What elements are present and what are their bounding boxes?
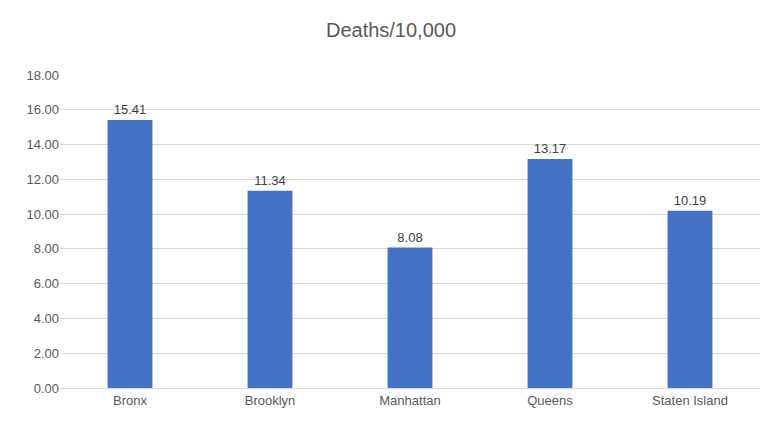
svg-text:Queens: Queens (527, 393, 573, 408)
svg-text:8.08: 8.08 (397, 230, 422, 245)
svg-text:Deaths/10,000: Deaths/10,000 (326, 19, 456, 41)
svg-text:0.00: 0.00 (34, 381, 59, 396)
svg-text:6.00: 6.00 (34, 276, 59, 291)
svg-text:8.00: 8.00 (34, 241, 59, 256)
svg-text:10.19: 10.19 (674, 193, 707, 208)
svg-text:4.00: 4.00 (34, 311, 59, 326)
svg-text:13.17: 13.17 (534, 141, 567, 156)
svg-text:2.00: 2.00 (34, 346, 59, 361)
svg-text:15.41: 15.41 (114, 102, 147, 117)
svg-text:10.00: 10.00 (26, 207, 59, 222)
svg-text:14.00: 14.00 (26, 137, 59, 152)
svg-text:Bronx: Bronx (113, 393, 147, 408)
svg-text:12.00: 12.00 (26, 172, 59, 187)
svg-text:Brooklyn: Brooklyn (245, 393, 296, 408)
svg-text:Manhattan: Manhattan (379, 393, 440, 408)
svg-text:Staten Island: Staten Island (652, 393, 728, 408)
svg-text:11.34: 11.34 (254, 173, 286, 188)
svg-text:16.00: 16.00 (26, 102, 59, 117)
svg-text:18.00: 18.00 (26, 68, 59, 83)
